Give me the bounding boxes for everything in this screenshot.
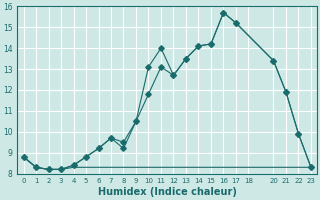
X-axis label: Humidex (Indice chaleur): Humidex (Indice chaleur)	[98, 187, 237, 197]
